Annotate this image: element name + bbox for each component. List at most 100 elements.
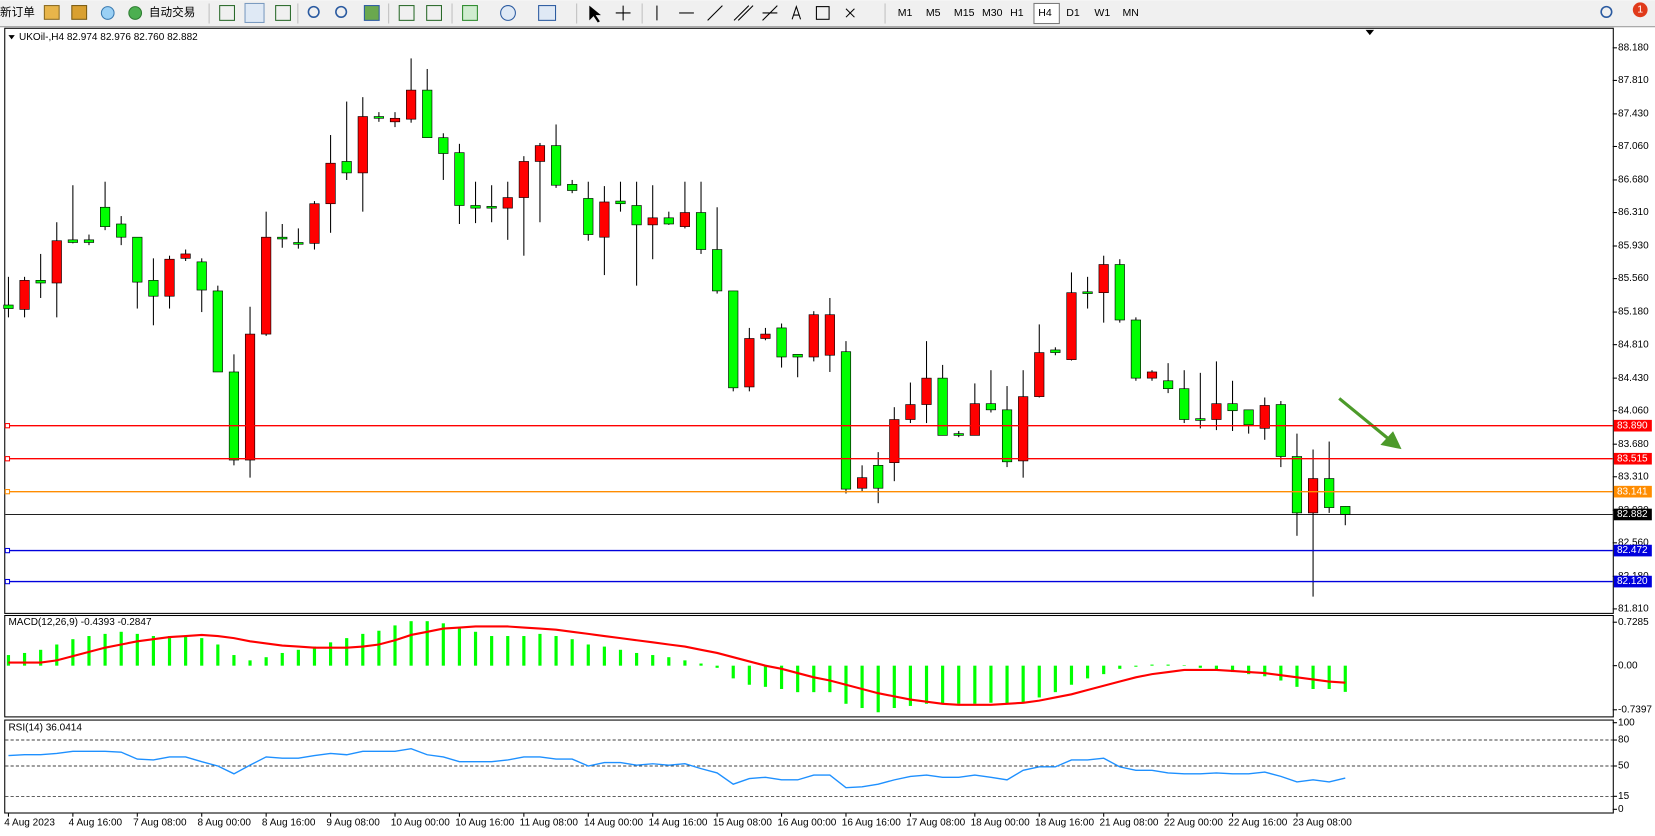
x-tick-label: 10 Aug 16:00 <box>455 818 514 829</box>
macd-bar <box>393 625 397 666</box>
macd-bar <box>328 642 333 666</box>
candle-body <box>196 261 207 291</box>
new-order-button[interactable]: 新订单 <box>0 5 35 19</box>
price-label-box <box>1613 452 1652 465</box>
timeframe-button[interactable]: M1 <box>898 7 913 19</box>
candle-body <box>244 333 256 461</box>
candle-body <box>422 89 433 138</box>
search-icon[interactable] <box>1600 5 1613 18</box>
macd-bar <box>924 665 929 704</box>
macd-bar <box>135 633 139 666</box>
icon[interactable] <box>462 5 478 21</box>
timeframe-button[interactable]: M30 <box>982 7 1003 19</box>
y-tick-label: 85.930 <box>1618 241 1649 252</box>
candle-body <box>1066 292 1077 360</box>
text-icon[interactable] <box>791 4 802 20</box>
candle-body <box>534 145 546 162</box>
macd-bar <box>39 649 43 666</box>
macd-bar <box>618 649 623 666</box>
candle-body <box>132 236 143 283</box>
icon[interactable] <box>43 5 60 20</box>
macd-bar <box>651 655 655 666</box>
channel-icon[interactable] <box>733 5 754 21</box>
timeframe-button[interactable]: H4 <box>1038 7 1052 19</box>
icon[interactable] <box>219 5 235 21</box>
icon[interactable] <box>363 5 380 21</box>
crosshair-icon[interactable] <box>615 5 631 21</box>
candle-body <box>647 217 658 226</box>
icon[interactable] <box>244 2 265 23</box>
trendline-icon[interactable] <box>707 5 723 21</box>
icon[interactable] <box>426 5 443 21</box>
notification-badge[interactable] <box>1632 2 1648 18</box>
candle-body <box>1275 404 1286 457</box>
candle-body <box>1050 349 1061 353</box>
macd-bar <box>779 665 784 689</box>
fibo-icon[interactable] <box>762 5 778 21</box>
y-tick-label: 80 <box>1618 735 1630 746</box>
candle-body <box>51 240 62 284</box>
macd-bar <box>22 652 27 666</box>
candle-body <box>905 404 916 420</box>
candle-body <box>550 145 562 186</box>
macd-bar <box>264 657 268 666</box>
candle-body <box>486 206 497 209</box>
icon[interactable] <box>275 5 291 21</box>
y-tick-label: 84.430 <box>1618 373 1649 384</box>
x-tick-label: 14 Aug 16:00 <box>648 818 707 829</box>
timeframe-button[interactable]: W1 <box>1094 7 1110 19</box>
label-icon[interactable] <box>815 6 830 20</box>
candle-body <box>1034 352 1045 397</box>
candle-body <box>438 137 449 154</box>
line-handle <box>4 578 11 585</box>
candle-body <box>937 377 948 436</box>
line-handle <box>4 489 11 495</box>
y-tick-label: 0.00 <box>1618 660 1638 671</box>
zoom-out-icon[interactable] <box>335 5 348 18</box>
timeframe-button[interactable]: H1 <box>1010 7 1024 19</box>
x-tick-label: 10 Aug 00:00 <box>391 818 450 829</box>
macd-bar <box>377 630 381 666</box>
line-handle <box>4 456 11 462</box>
timeframe-button[interactable]: D1 <box>1066 7 1080 19</box>
icon[interactable] <box>500 5 516 21</box>
macd-bar <box>586 644 590 666</box>
macd-bar <box>490 636 494 666</box>
icon[interactable] <box>398 5 415 21</box>
y-tick-label: 50 <box>1618 761 1630 772</box>
candle-body <box>228 371 240 461</box>
y-tick-label: 87.430 <box>1618 109 1649 120</box>
icon[interactable] <box>538 5 557 21</box>
y-tick-label: 100 <box>1618 717 1635 728</box>
candle-body <box>1211 403 1222 420</box>
zoom-in-icon[interactable] <box>307 5 320 18</box>
candle-body <box>454 152 465 206</box>
timeframe-button[interactable]: M5 <box>926 7 941 19</box>
candle-body <box>148 280 159 297</box>
candle-body <box>1243 409 1254 426</box>
macd-bar <box>715 665 719 668</box>
timeframe-button[interactable]: M15 <box>954 7 975 19</box>
price-label-box <box>1613 544 1652 557</box>
candle-body <box>35 280 46 284</box>
candle-body <box>728 290 739 389</box>
auto-trading-button[interactable]: 自动交易 <box>149 5 195 19</box>
arrow-shaft <box>1338 397 1394 443</box>
timeframe-button[interactable]: MN <box>1122 7 1138 19</box>
icon[interactable] <box>71 5 88 20</box>
auto-trading-icon[interactable] <box>128 6 143 20</box>
macd-bar <box>119 631 123 666</box>
macd-signal <box>8 625 1346 706</box>
x-tick-label: 4 Aug 16:00 <box>69 818 123 829</box>
y-tick-label: 0 <box>1618 804 1624 815</box>
candle-body <box>808 314 819 358</box>
icon[interactable] <box>100 6 115 20</box>
chart-title: UKOil-,H4 82.974 82.976 82.760 82.882 <box>19 32 198 43</box>
macd-bar <box>1053 665 1057 693</box>
macd-bar <box>345 638 349 666</box>
macd-bar <box>361 633 365 666</box>
candle-body <box>19 280 30 310</box>
macd-bar <box>506 636 510 666</box>
arrows-icon[interactable] <box>845 8 855 18</box>
cursor-icon[interactable] <box>589 5 601 23</box>
